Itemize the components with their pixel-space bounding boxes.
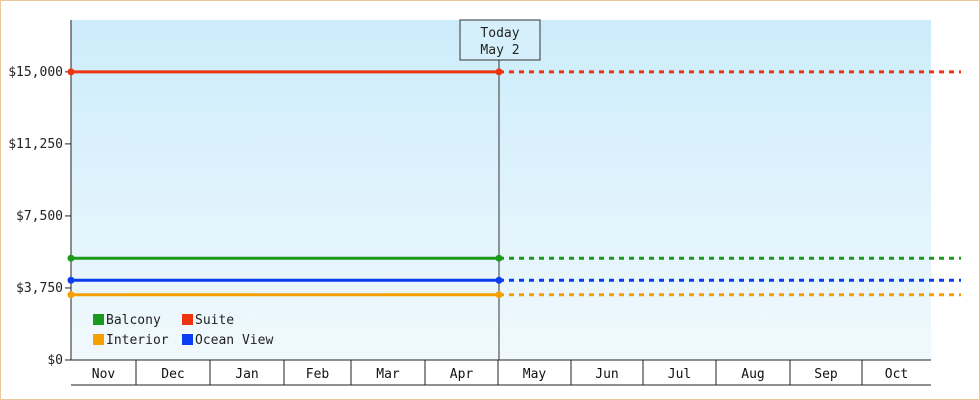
y-tick-label: $7,500: [16, 209, 63, 224]
today-marker: Today May 2: [459, 19, 541, 360]
series-point-ocean-view: [67, 276, 75, 284]
month-label: Jun: [595, 367, 618, 382]
series-point-suite: [67, 68, 75, 76]
series-point-ocean-view: [495, 276, 503, 284]
plot-area: [71, 20, 931, 360]
series-point-interior: [67, 291, 75, 299]
legend: Balcony Suite Interior Ocean View: [93, 313, 273, 348]
legend-swatch-balcony: [93, 314, 104, 325]
series-point-balcony: [495, 254, 503, 262]
legend-label-interior: Interior: [106, 333, 169, 348]
legend-swatch-interior: [93, 334, 104, 345]
today-box: [459, 19, 541, 61]
y-tick-label: $0: [47, 353, 63, 368]
month-label: Aug: [741, 367, 764, 382]
y-tick-label: $11,250: [8, 137, 63, 152]
month-label: Feb: [306, 367, 330, 382]
month-label: Jan: [235, 367, 258, 382]
month-label: Apr: [450, 367, 474, 382]
month-label: Sep: [814, 367, 838, 382]
series-point-balcony: [67, 254, 75, 262]
y-axis: $0 $3,750 $7,500 $11,250 $15,000: [8, 20, 72, 368]
month-label: May: [523, 367, 547, 382]
legend-swatch-suite: [182, 314, 193, 325]
legend-label-suite: Suite: [195, 313, 234, 328]
month-label: Nov: [92, 367, 116, 382]
series-point-interior: [495, 291, 503, 299]
month-label: Mar: [376, 367, 400, 382]
today-label: Today: [480, 26, 519, 41]
y-tick-label: $3,750: [16, 281, 63, 296]
month-label: Jul: [668, 367, 691, 382]
y-tick-label: $15,000: [8, 65, 63, 80]
month-label: Oct: [885, 367, 908, 382]
legend-label-balcony: Balcony: [106, 313, 161, 328]
series-point-suite: [495, 68, 503, 76]
series-lines: [67, 68, 961, 299]
today-date-label: May 2: [480, 43, 519, 58]
month-label: Dec: [161, 367, 184, 382]
legend-label-ocean-view: Ocean View: [195, 333, 273, 348]
legend-swatch-ocean-view: [182, 334, 193, 345]
x-axis: Nov Dec Jan Feb Mar Apr May Jun Jul Aug Sep Oct: [71, 359, 931, 386]
